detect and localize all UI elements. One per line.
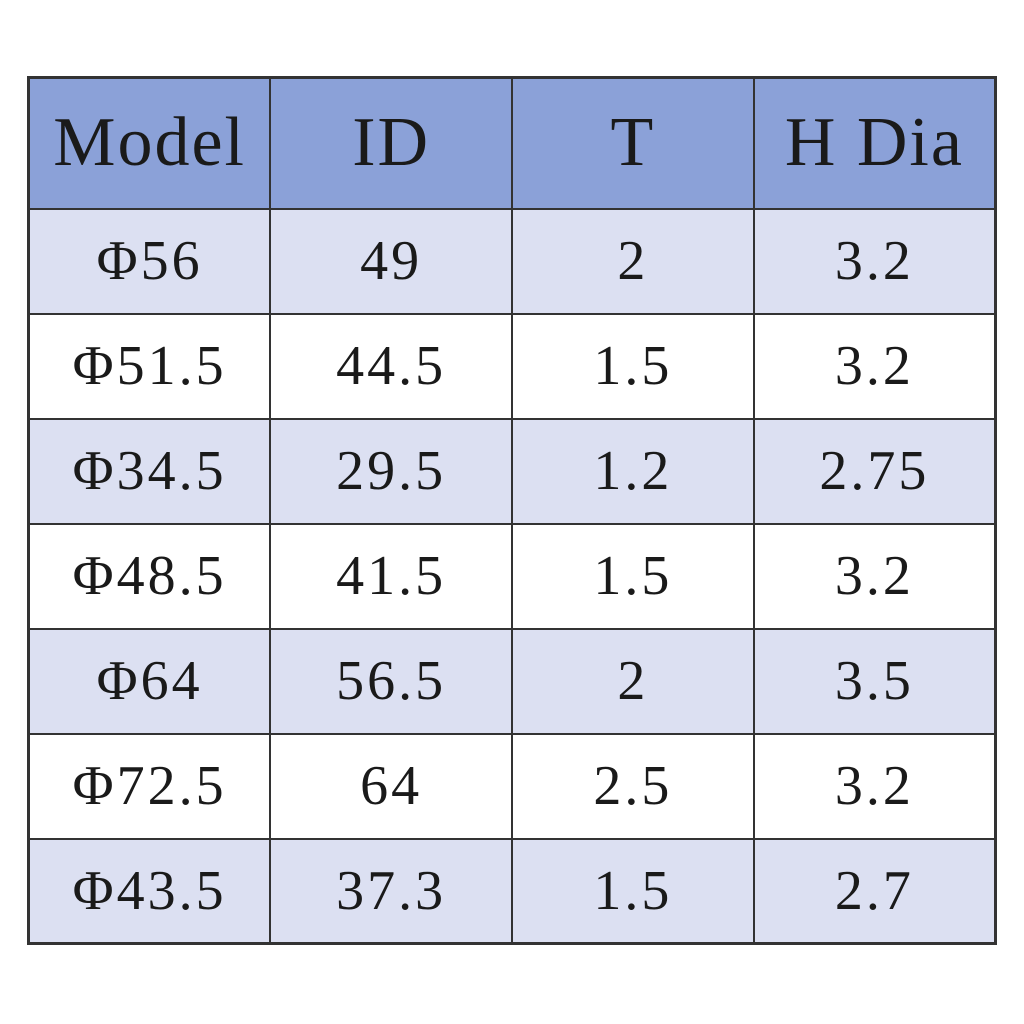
table-cell-model: Φ51.5 xyxy=(27,312,272,420)
table-row: Φ72.5 64 2.5 3.2 xyxy=(27,732,997,840)
table-cell-hdia: 3.2 xyxy=(752,522,997,630)
table-cell-id: 37.3 xyxy=(269,837,513,945)
table-cell-t: 2 xyxy=(511,627,755,735)
table-row: Φ34.5 29.5 1.2 2.75 xyxy=(27,417,997,525)
table-row: Φ48.5 41.5 1.5 3.2 xyxy=(27,522,997,630)
table-cell-model: Φ56 xyxy=(27,207,272,315)
table-cell-id: 64 xyxy=(269,732,513,840)
table-cell-model: Φ64 xyxy=(27,627,272,735)
table-cell-model: Φ34.5 xyxy=(27,417,272,525)
table-cell-hdia: 2.7 xyxy=(752,837,997,945)
table-cell-model: Φ48.5 xyxy=(27,522,272,630)
table-cell-t: 1.2 xyxy=(511,417,755,525)
spec-table-container: Model ID T H Dia Φ56 49 2 3.2 Φ51.5 44.5… xyxy=(27,76,997,945)
table-cell-hdia: 3.2 xyxy=(752,312,997,420)
header-cell-model: Model xyxy=(27,76,272,210)
table-row: Φ56 49 2 3.2 xyxy=(27,207,997,315)
table-cell-hdia: 2.75 xyxy=(752,417,997,525)
header-cell-id: ID xyxy=(269,76,513,210)
table-cell-t: 1.5 xyxy=(511,312,755,420)
table-cell-t: 1.5 xyxy=(511,837,755,945)
table-cell-model: Φ72.5 xyxy=(27,732,272,840)
table-cell-id: 56.5 xyxy=(269,627,513,735)
table-cell-id: 49 xyxy=(269,207,513,315)
table-cell-hdia: 3.5 xyxy=(752,627,997,735)
table-cell-t: 2 xyxy=(511,207,755,315)
table-cell-t: 1.5 xyxy=(511,522,755,630)
table-cell-t: 2.5 xyxy=(511,732,755,840)
header-cell-hdia: H Dia xyxy=(752,76,997,210)
table-row: Φ43.5 37.3 1.5 2.7 xyxy=(27,837,997,945)
table-cell-hdia: 3.2 xyxy=(752,732,997,840)
table-cell-id: 44.5 xyxy=(269,312,513,420)
table-cell-id: 29.5 xyxy=(269,417,513,525)
table-row: Φ64 56.5 2 3.5 xyxy=(27,627,997,735)
table-cell-hdia: 3.2 xyxy=(752,207,997,315)
table-cell-id: 41.5 xyxy=(269,522,513,630)
table-row: Φ51.5 44.5 1.5 3.2 xyxy=(27,312,997,420)
table-cell-model: Φ43.5 xyxy=(27,837,272,945)
spec-table: Model ID T H Dia Φ56 49 2 3.2 Φ51.5 44.5… xyxy=(27,76,997,945)
table-header-row: Model ID T H Dia xyxy=(27,76,997,210)
header-cell-t: T xyxy=(511,76,755,210)
